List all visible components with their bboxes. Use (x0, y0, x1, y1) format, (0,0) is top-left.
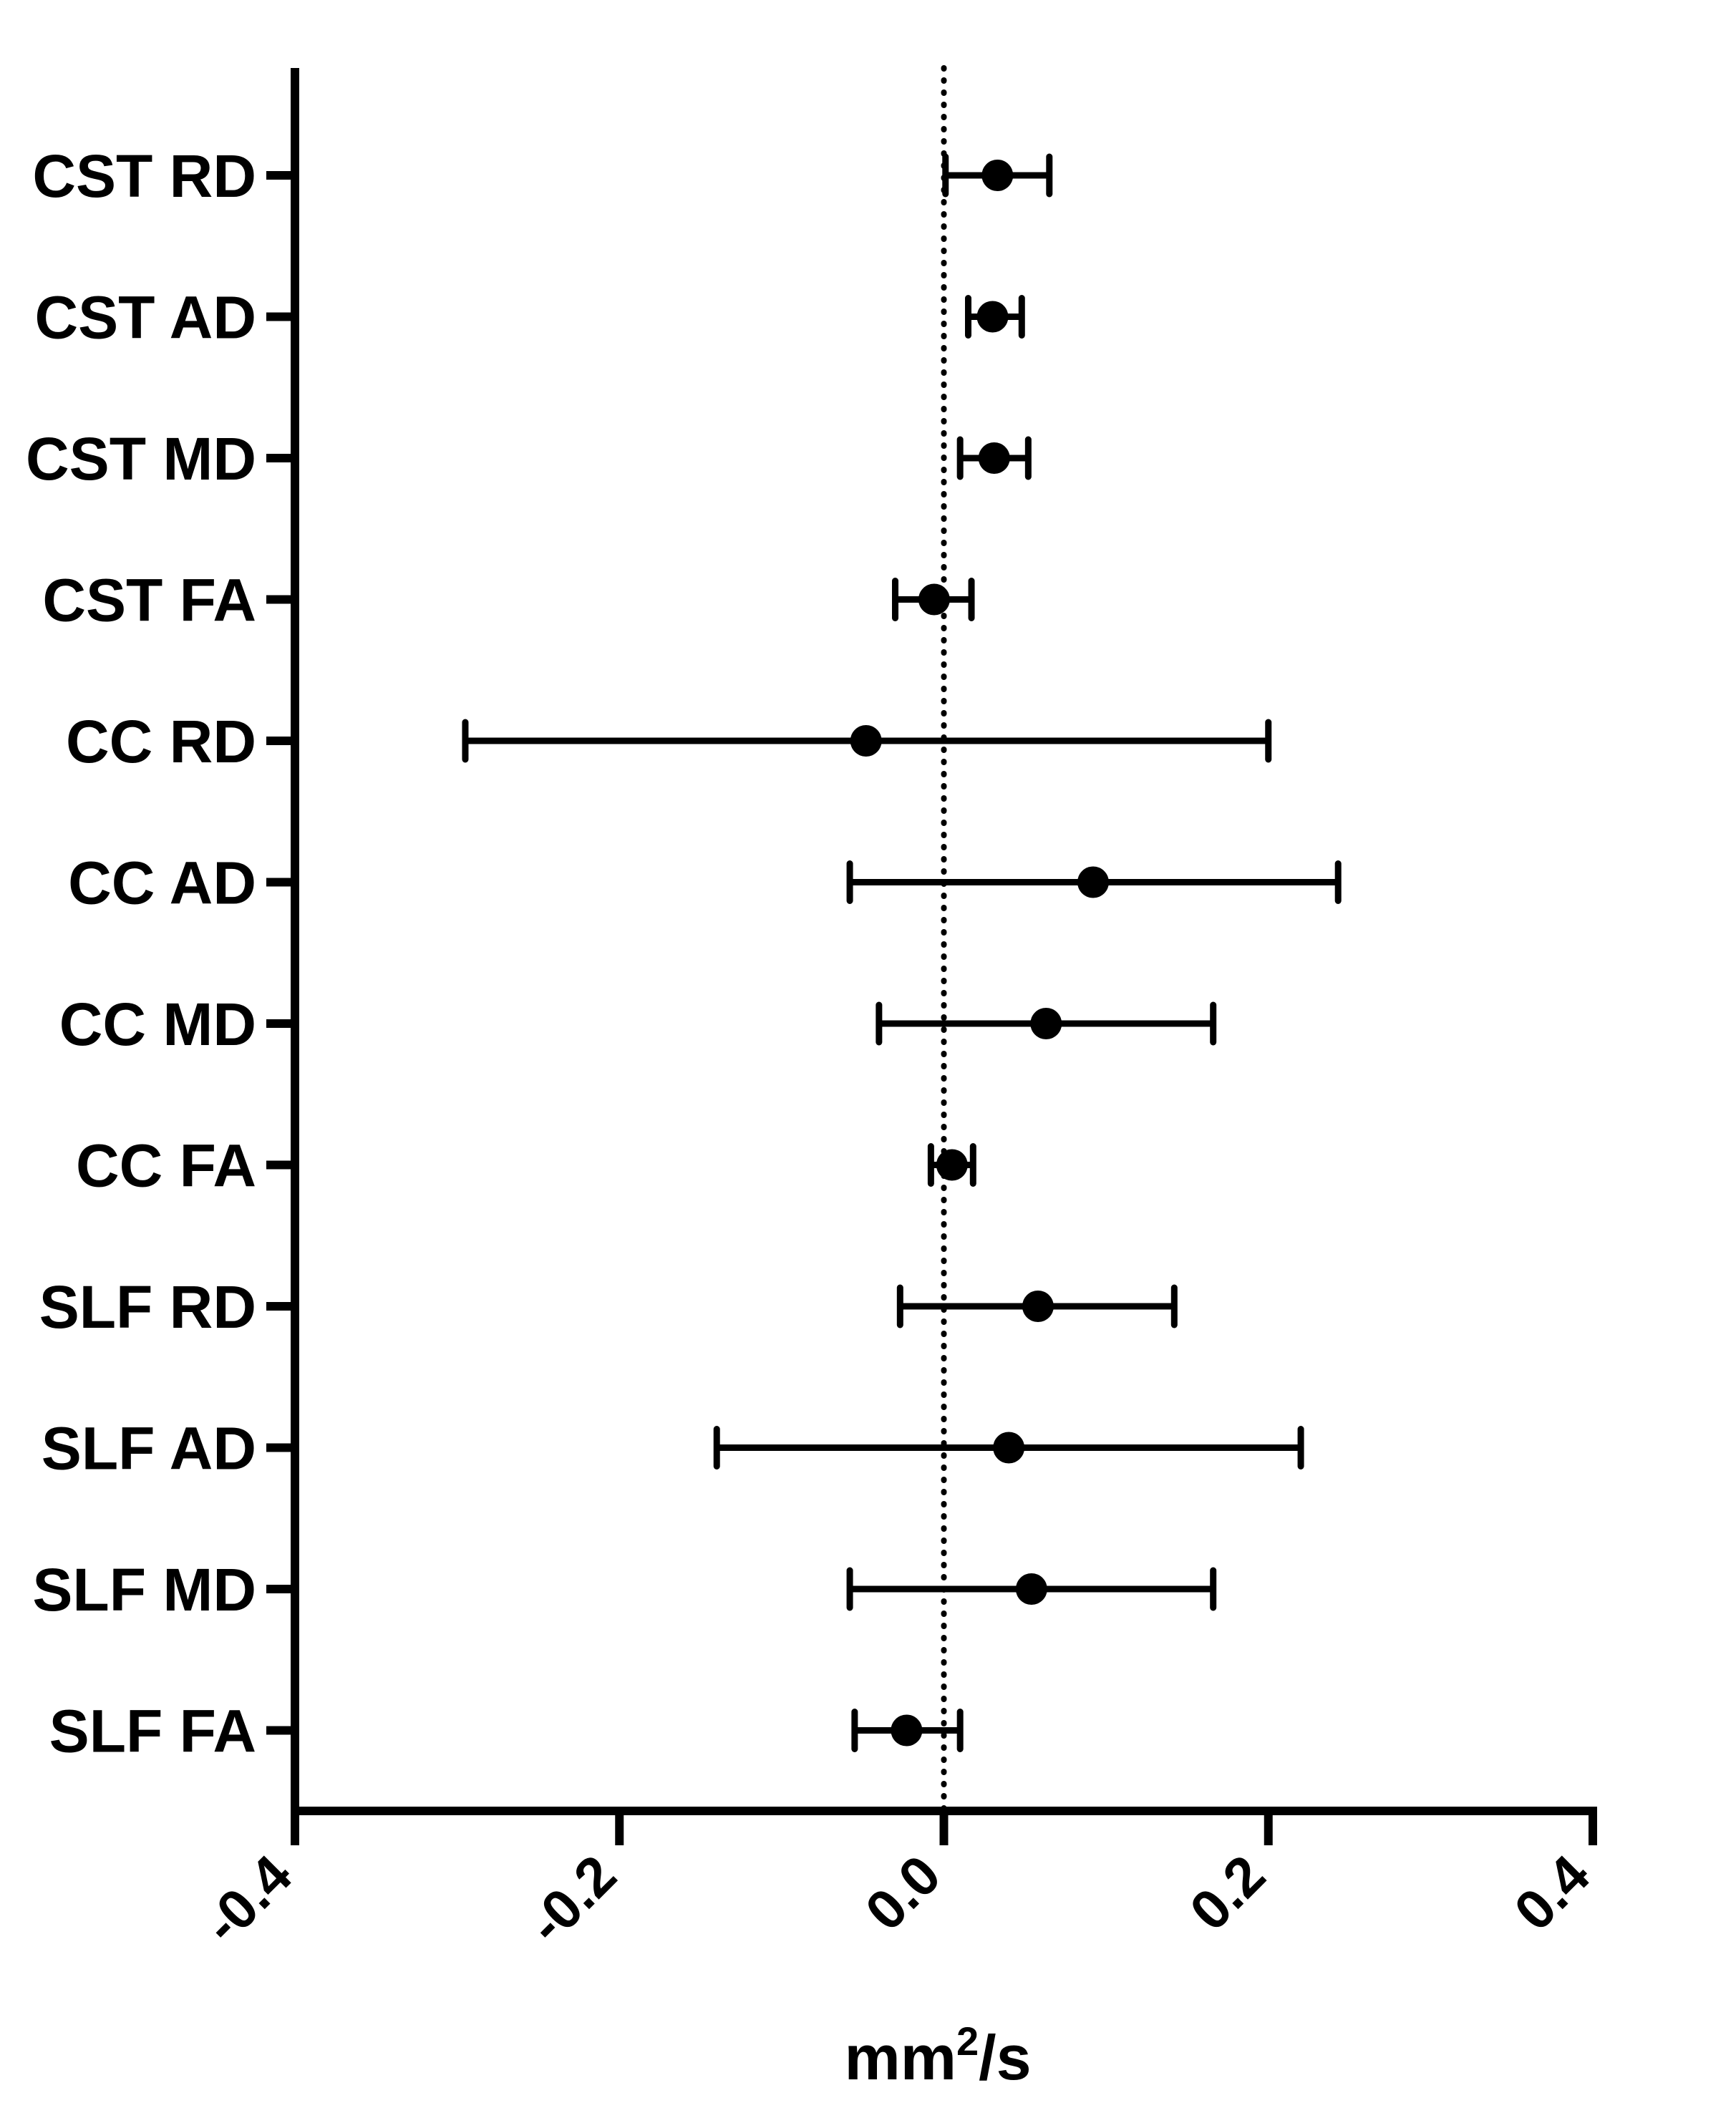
category-label: CC MD (59, 991, 256, 1058)
x-tick-label: -0.2 (515, 1843, 628, 1956)
category-label: CC RD (66, 708, 256, 775)
data-point (1030, 1008, 1062, 1039)
x-axis-title-superscript: 2 (956, 2019, 979, 2064)
x-axis-title: mm2/s (844, 2019, 1031, 2093)
category-label: CST RD (32, 142, 256, 210)
x-axis-title-unit: /s (979, 2022, 1031, 2093)
x-tick-label: 0.0 (853, 1843, 953, 1943)
category-label: CST MD (26, 425, 256, 492)
category-label: SLF MD (32, 1556, 256, 1623)
data-point (1022, 1291, 1054, 1322)
data-point (981, 160, 1014, 191)
data-point (850, 725, 882, 757)
data-point (976, 301, 1009, 333)
x-tick-label: -0.4 (191, 1843, 304, 1956)
data-marks (462, 153, 1342, 1752)
category-labels: CST RD CST AD CST MD CST FA CC RD CC AD CC MD C… (26, 142, 256, 1765)
category-label: SLF FA (49, 1698, 256, 1765)
x-axis-title-base: mm (844, 2022, 956, 2093)
y-tick-marks (266, 171, 295, 1735)
category-label: CC AD (68, 850, 256, 917)
data-point (918, 583, 950, 616)
category-label: CST FA (42, 567, 256, 634)
data-point (1015, 1573, 1047, 1605)
category-label: CC FA (76, 1132, 256, 1200)
x-ticks: -0.4 -0.2 0.0 0.2 0.4 (191, 1811, 1601, 1956)
data-point (978, 442, 1010, 474)
category-label: SLF RD (39, 1273, 256, 1341)
category-label: CST AD (34, 284, 256, 351)
x-tick-label: 0.2 (1178, 1843, 1277, 1943)
data-point (993, 1432, 1025, 1464)
data-point (1077, 866, 1109, 898)
data-point (891, 1714, 923, 1747)
data-point (936, 1149, 968, 1181)
x-tick-label: 0.4 (1502, 1843, 1601, 1943)
category-label: SLF AD (42, 1415, 256, 1482)
